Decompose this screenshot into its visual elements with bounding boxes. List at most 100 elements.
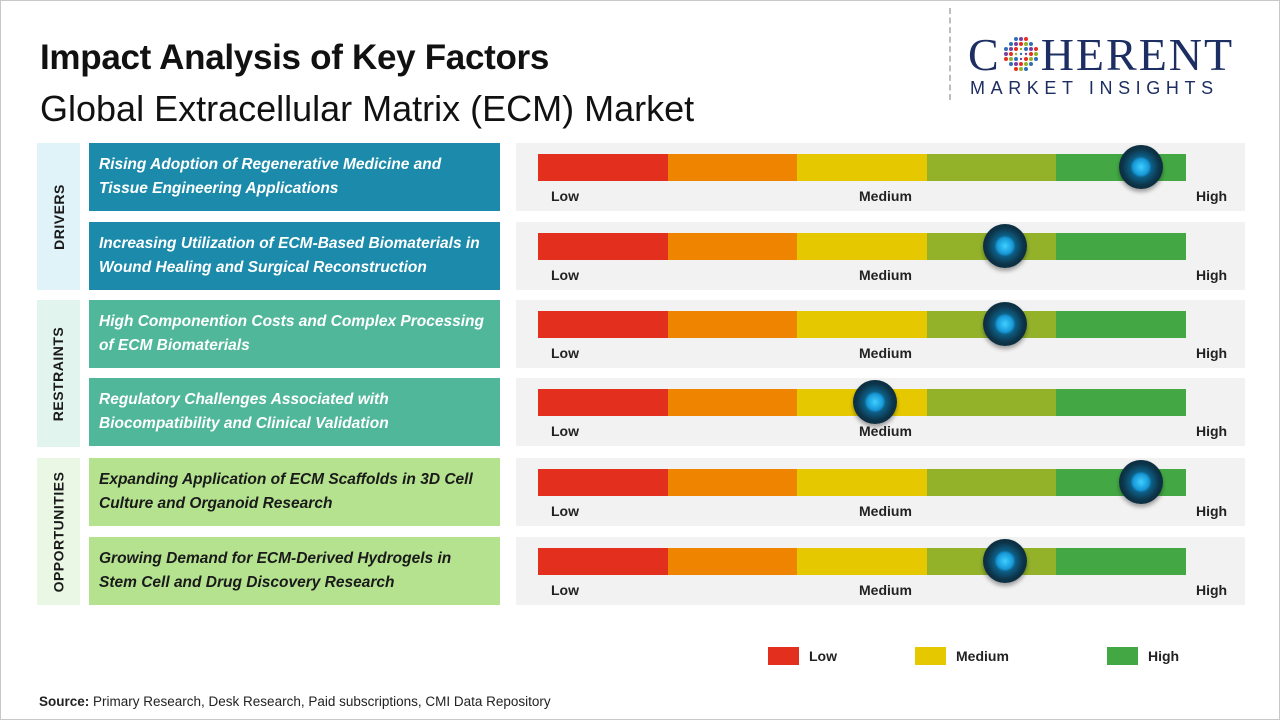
gauge-segment: [538, 469, 668, 496]
gauge-segment: [538, 233, 668, 260]
logo-dot: [1008, 62, 1013, 66]
factor-text: Regulatory Challenges Associated with Bi…: [99, 391, 389, 432]
gauge-segment: [797, 548, 927, 575]
logo-dot: [1019, 47, 1022, 51]
category-label: RESTRAINTS: [50, 326, 67, 421]
source-note: Source: Primary Research, Desk Research,…: [39, 694, 551, 709]
logo-dot: [1013, 37, 1018, 41]
gauge-segment: [667, 389, 798, 416]
category-drivers: DRIVERS: [37, 143, 80, 290]
gauge-label-medium: Medium: [859, 423, 912, 439]
gauge-bar: [538, 233, 1186, 260]
impact-indicator-knob: [1118, 460, 1163, 504]
logo-dot: [1008, 52, 1013, 56]
logo-dot: [1003, 47, 1008, 51]
logo-tagline: MARKET INSIGHTS: [970, 78, 1219, 98]
logo-dot: [1023, 67, 1028, 71]
logo-dot: [1018, 62, 1023, 66]
gauge-segment: [797, 233, 927, 260]
logo-dot-o-icon: [1003, 37, 1038, 71]
logo-dot: [1018, 67, 1023, 71]
gauge-label-high: High: [1196, 503, 1228, 519]
logo-dot: [1013, 42, 1018, 46]
factor-box: High Componention Costs and Complex Proc…: [89, 300, 500, 368]
gauge-label-low: Low: [551, 503, 579, 519]
category-opportunities: OPPORTUNITIES: [37, 458, 80, 605]
logo-dot: [1023, 57, 1028, 61]
legend-label-high: High: [1148, 648, 1180, 664]
gauge-segment: [1056, 548, 1186, 575]
impact-gauge: Low Medium High: [516, 378, 1245, 446]
legend-swatch-low: [768, 647, 799, 665]
gauge-segment: [797, 469, 927, 496]
logo-dot: [1023, 47, 1028, 51]
logo-dot: [1013, 67, 1018, 71]
gauge-segment: [538, 154, 668, 181]
impact-indicator-knob: [982, 539, 1027, 583]
logo-dot: [1028, 62, 1033, 66]
gauge-segment: [926, 389, 1057, 416]
page-subtitle: Global Extracellular Matrix (ECM) Market: [40, 88, 695, 129]
logo-dot: [1018, 42, 1023, 46]
gauge-bar: [538, 469, 1186, 496]
impact-indicator-knob: [982, 302, 1027, 346]
logo-dot: [1023, 62, 1028, 66]
legend-label-low: Low: [809, 648, 837, 664]
source-text: Primary Research, Desk Research, Paid su…: [89, 694, 551, 709]
gauge-label-medium: Medium: [859, 582, 912, 598]
gauge-segment: [667, 154, 798, 181]
gauge-label-high: High: [1196, 188, 1228, 204]
logo-dot: [1023, 42, 1028, 46]
factor-text: High Componention Costs and Complex Proc…: [99, 313, 484, 354]
logo-dot: [1008, 57, 1013, 61]
logo-dot: [1018, 37, 1023, 41]
logo-dot: [1028, 42, 1033, 46]
logo-dot: [1019, 52, 1022, 56]
impact-gauge: Low Medium High: [516, 537, 1245, 605]
gauge-label-high: High: [1196, 582, 1228, 598]
source-label: Source:: [39, 694, 90, 709]
logo-letter-c: C: [968, 29, 1001, 80]
gauge-label-medium: Medium: [859, 267, 912, 283]
gauge-label-low: Low: [551, 267, 579, 283]
factor-text: Rising Adoption of Regenerative Medicine…: [99, 156, 442, 197]
logo-dot: [1033, 47, 1038, 51]
legend-swatch-high: [1107, 647, 1138, 665]
factor-box: Growing Demand for ECM-Derived Hydrogels…: [89, 537, 500, 605]
logo-dot: [1019, 57, 1022, 61]
impact-indicator-knob: [982, 224, 1027, 268]
logo-dot: [1003, 52, 1008, 56]
gauge-segment: [538, 548, 668, 575]
gauge-label-low: Low: [551, 582, 579, 598]
gauge-segment: [797, 311, 927, 338]
gauge-segment: [538, 311, 668, 338]
logo-dot: [1013, 47, 1018, 51]
factor-box: Rising Adoption of Regenerative Medicine…: [89, 143, 500, 211]
gauge-label-high: High: [1196, 267, 1228, 283]
impact-gauge: Low Medium High: [516, 222, 1245, 290]
logo-dot: [1008, 42, 1013, 46]
gauge-bar: [538, 154, 1186, 181]
logo-dot: [1024, 52, 1027, 56]
legend-item-low: Low: [768, 647, 837, 665]
logo-dot: [1008, 47, 1013, 51]
logo-dot: [1033, 52, 1038, 56]
gauge-segment: [538, 389, 668, 416]
category-label: DRIVERS: [50, 183, 67, 250]
logo-dot: [1023, 37, 1028, 41]
impact-gauge: Low Medium High: [516, 458, 1245, 526]
logo-dot: [1028, 57, 1033, 61]
gauge-segment: [667, 311, 798, 338]
gauge-label-low: Low: [551, 345, 579, 361]
logo-dot: [1014, 52, 1017, 56]
gauge-bar: [538, 311, 1186, 338]
gauge-segment: [926, 154, 1057, 181]
logo-dot: [1013, 57, 1018, 61]
gauge-segment: [1056, 389, 1186, 416]
impact-indicator-knob: [1118, 145, 1163, 189]
logo-dot: [1003, 57, 1008, 61]
gauge-segment: [926, 469, 1057, 496]
gauge-label-low: Low: [551, 423, 579, 439]
logo-dot: [1028, 47, 1033, 51]
gauge-label-medium: Medium: [859, 345, 912, 361]
